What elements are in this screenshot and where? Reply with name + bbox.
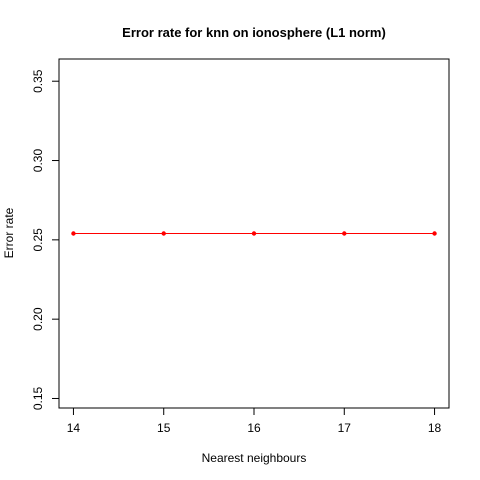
x-axis: 14 15 16 17 18	[67, 407, 442, 435]
y-axis: 0.15 0.20 0.25 0.30 0.35	[31, 69, 60, 410]
data-point	[251, 231, 257, 236]
data-point	[71, 231, 76, 236]
x-tick-label: 15	[157, 421, 171, 435]
x-tick-label: 17	[338, 421, 352, 435]
y-tick-label: 0.15	[31, 386, 45, 410]
y-axis-label: Error rate	[2, 207, 16, 258]
data-point	[342, 231, 347, 236]
y-tick-label: 0.20	[31, 307, 45, 331]
data-point	[161, 231, 166, 236]
y-tick-label: 0.25	[31, 228, 45, 252]
x-tick-label: 14	[67, 421, 81, 435]
x-tick-label: 16	[247, 421, 261, 435]
series-layer	[71, 231, 437, 236]
y-tick-label: 0.30	[31, 149, 45, 173]
x-tick-label: 18	[428, 421, 442, 435]
y-tick-label: 0.35	[31, 69, 45, 93]
chart-title: Error rate for knn on ionosphere (L1 nor…	[122, 25, 386, 40]
data-point	[432, 231, 437, 236]
x-axis-label: Nearest neighbours	[202, 451, 307, 465]
